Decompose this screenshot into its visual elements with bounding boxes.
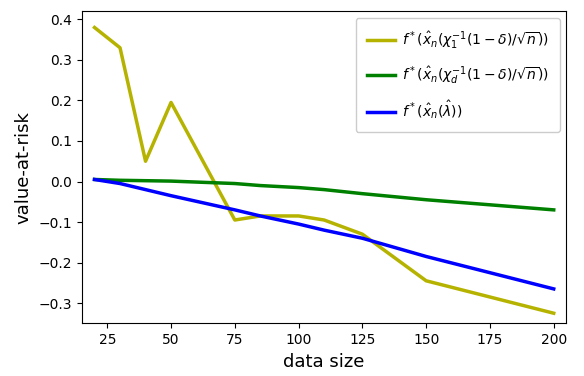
$f^*(\hat{x}_n(\chi_d^{-1}(1-\delta)/\sqrt{n}))$ (550, 208, 557, 212)
$f^*(\hat{x}_n(\chi_1^{-1}(1-\delta)/\sqrt{n}))$ (423, 279, 430, 283)
$f^*(\hat{x}_n(\hat{\lambda}))$ (117, 181, 124, 186)
$f^*(\hat{x}_n(\chi_1^{-1}(1-\delta)/\sqrt{n}))$ (117, 45, 124, 50)
$f^*(\hat{x}_n(\hat{\lambda}))$ (423, 254, 430, 259)
Line: $f^*(\hat{x}_n(\hat{\lambda}))$: $f^*(\hat{x}_n(\hat{\lambda}))$ (95, 179, 554, 289)
$f^*(\hat{x}_n(\chi_1^{-1}(1-\delta)/\sqrt{n}))$ (550, 311, 557, 315)
Y-axis label: value-at-risk: value-at-risk (15, 111, 33, 224)
$f^*(\hat{x}_n(\chi_1^{-1}(1-\delta)/\sqrt{n}))$ (359, 232, 366, 237)
$f^*(\hat{x}_n(\hat{\lambda}))$ (550, 287, 557, 291)
$f^*(\hat{x}_n(\hat{\lambda}))$ (321, 228, 328, 232)
$f^*(\hat{x}_n(\hat{\lambda}))$ (359, 236, 366, 241)
$f^*(\hat{x}_n(\chi_d^{-1}(1-\delta)/\sqrt{n}))$ (91, 177, 98, 182)
Line: $f^*(\hat{x}_n(\chi_d^{-1}(1-\delta)/\sqrt{n}))$: $f^*(\hat{x}_n(\chi_d^{-1}(1-\delta)/\sq… (95, 179, 554, 210)
$f^*(\hat{x}_n(\chi_1^{-1}(1-\delta)/\sqrt{n}))$ (231, 218, 238, 222)
$f^*(\hat{x}_n(\chi_d^{-1}(1-\delta)/\sqrt{n}))$ (257, 183, 264, 188)
$f^*(\hat{x}_n(\hat{\lambda}))$ (295, 222, 302, 226)
$f^*(\hat{x}_n(\chi_1^{-1}(1-\delta)/\sqrt{n}))$ (257, 214, 264, 218)
$f^*(\hat{x}_n(\chi_d^{-1}(1-\delta)/\sqrt{n}))$ (168, 179, 175, 183)
$f^*(\hat{x}_n(\chi_d^{-1}(1-\delta)/\sqrt{n}))$ (142, 179, 149, 183)
$f^*(\hat{x}_n(\chi_d^{-1}(1-\delta)/\sqrt{n}))$ (423, 197, 430, 202)
$f^*(\hat{x}_n(\chi_1^{-1}(1-\delta)/\sqrt{n}))$ (91, 25, 98, 30)
$f^*(\hat{x}_n(\chi_d^{-1}(1-\delta)/\sqrt{n}))$ (117, 178, 124, 182)
Line: $f^*(\hat{x}_n(\chi_1^{-1}(1-\delta)/\sqrt{n}))$: $f^*(\hat{x}_n(\chi_1^{-1}(1-\delta)/\sq… (95, 27, 554, 313)
$f^*(\hat{x}_n(\hat{\lambda}))$ (257, 214, 264, 218)
$f^*(\hat{x}_n(\chi_d^{-1}(1-\delta)/\sqrt{n}))$ (359, 191, 366, 196)
$f^*(\hat{x}_n(\chi_d^{-1}(1-\delta)/\sqrt{n}))$ (321, 187, 328, 192)
Legend: $f^*(\hat{x}_n(\chi_1^{-1}(1-\delta)/\sqrt{n}))$, $f^*(\hat{x}_n(\chi_d^{-1}(1-\: $f^*(\hat{x}_n(\chi_1^{-1}(1-\delta)/\sq… (356, 18, 559, 132)
$f^*(\hat{x}_n(\hat{\lambda}))$ (91, 177, 98, 182)
$f^*(\hat{x}_n(\chi_1^{-1}(1-\delta)/\sqrt{n}))$ (295, 214, 302, 218)
$f^*(\hat{x}_n(\hat{\lambda}))$ (142, 187, 149, 192)
$f^*(\hat{x}_n(\hat{\lambda}))$ (231, 208, 238, 212)
$f^*(\hat{x}_n(\chi_d^{-1}(1-\delta)/\sqrt{n}))$ (295, 185, 302, 190)
$f^*(\hat{x}_n(\chi_1^{-1}(1-\delta)/\sqrt{n}))$ (321, 218, 328, 222)
X-axis label: data size: data size (283, 353, 365, 371)
$f^*(\hat{x}_n(\hat{\lambda}))$ (168, 193, 175, 198)
$f^*(\hat{x}_n(\chi_d^{-1}(1-\delta)/\sqrt{n}))$ (231, 181, 238, 186)
$f^*(\hat{x}_n(\chi_1^{-1}(1-\delta)/\sqrt{n}))$ (142, 159, 149, 164)
$f^*(\hat{x}_n(\chi_1^{-1}(1-\delta)/\sqrt{n}))$ (168, 100, 175, 105)
